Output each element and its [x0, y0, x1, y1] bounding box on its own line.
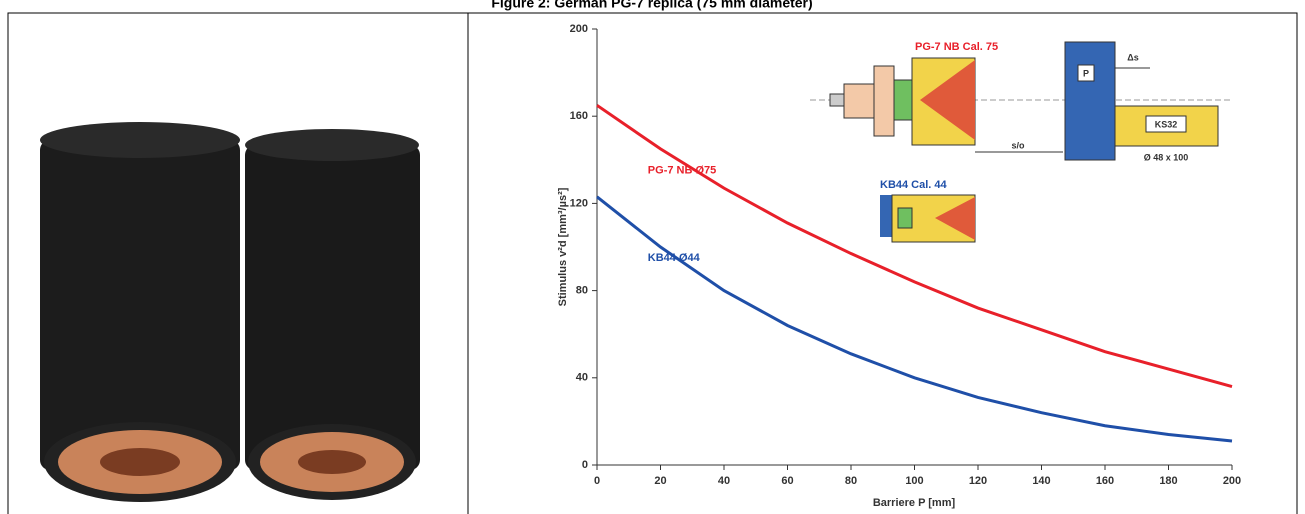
y-tick-label: 40: [576, 372, 588, 384]
series-line: [596, 195, 1233, 443]
y-tick-label: 80: [576, 285, 588, 297]
x-tick-label: 140: [1032, 475, 1050, 487]
y-tick-label: 160: [570, 110, 588, 122]
series-line: [596, 104, 1233, 388]
x-tick-label: 0: [594, 475, 600, 487]
y-tick-label: 120: [570, 197, 588, 209]
y-tick-label: 0: [582, 459, 588, 471]
x-tick-label: 80: [845, 475, 857, 487]
x-tick-label: 120: [969, 475, 987, 487]
annotation: P: [1083, 68, 1089, 78]
diagram: PG-7 NB Cal. 75 KB44 Cal. 44 P KS32 Ø 48…: [810, 41, 1230, 243]
x-tick-label: 180: [1159, 475, 1177, 487]
annotation: KB44 Cal. 44: [880, 179, 948, 191]
table-cell: [467, 12, 1298, 514]
annotation: PG-7 NB Cal. 75: [915, 41, 998, 53]
photo: [40, 122, 420, 502]
x-tick-label: 60: [781, 475, 793, 487]
legend-label: PG-7 NB Ø75: [648, 165, 716, 177]
legend-label: KB44 Ø44: [648, 252, 701, 264]
annotation: Δs: [1127, 52, 1138, 62]
annotation: KS32: [1155, 119, 1178, 129]
x-axis-label: Barriere P [mm]: [873, 497, 956, 509]
annotation: s/o: [1011, 140, 1025, 150]
x-tick-label: 100: [905, 475, 923, 487]
annotation: Ø 48 x 100: [1144, 152, 1189, 162]
x-tick-label: 200: [1223, 475, 1241, 487]
x-tick-label: 40: [718, 475, 730, 487]
y-axis-label: Stimulus v²d [mm³/µs²]: [557, 187, 569, 306]
y-tick-label: 200: [570, 23, 588, 35]
caption: Figure 2: German PG-7 replica (75 mm dia…: [491, 0, 812, 11]
x-tick-label: 160: [1096, 475, 1114, 487]
x-tick-label: 20: [654, 475, 666, 487]
